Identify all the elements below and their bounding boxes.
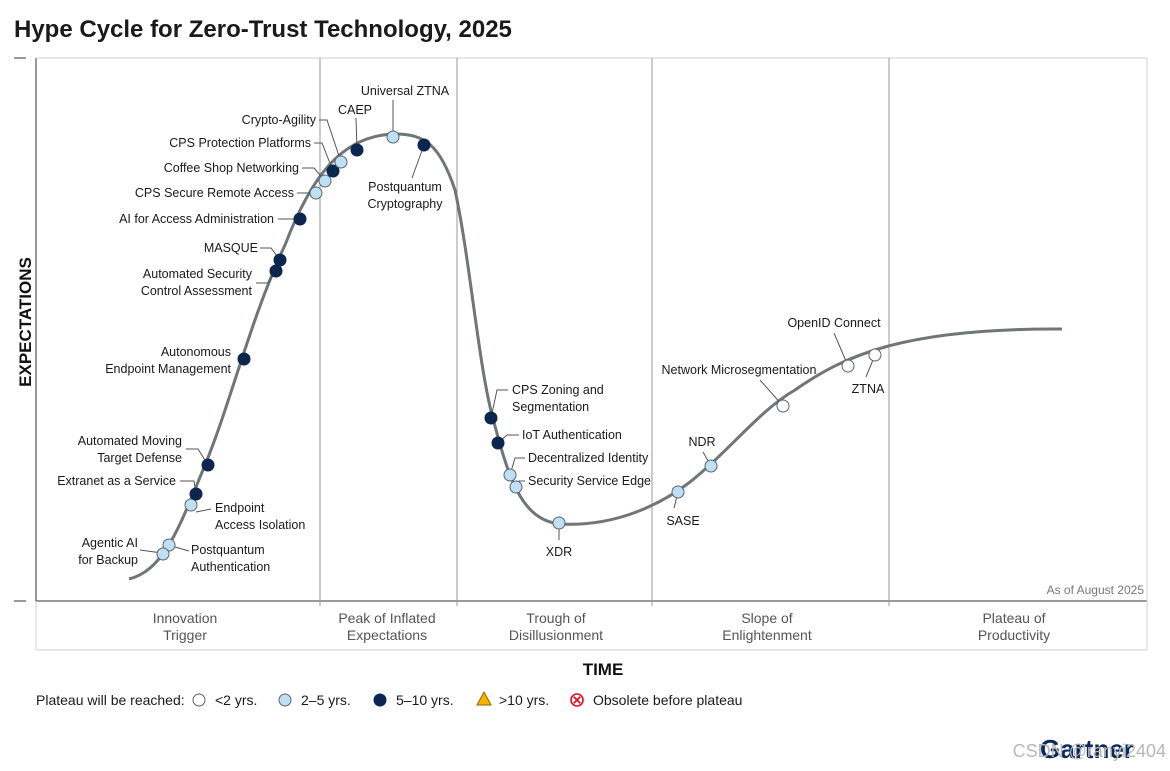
technology-label: Segmentation — [512, 400, 589, 414]
label-leader-line — [319, 119, 342, 163]
technology-marker — [509, 480, 523, 494]
technology-label: Crypto-Agility — [242, 113, 317, 127]
technology-marker — [309, 186, 323, 200]
technology-label: OpenID Connect — [787, 316, 881, 330]
as-of-note: As of August 2025 — [1047, 583, 1145, 597]
phase-label: Productivity — [978, 627, 1050, 643]
technology-label: CPS Zoning and — [512, 383, 604, 397]
legend-circle-icon — [192, 693, 206, 707]
label-leader-line — [195, 508, 212, 513]
legend-title: Plateau will be reached: — [36, 692, 185, 708]
technology-label: for Backup — [78, 553, 138, 567]
technology-label: Endpoint — [215, 501, 265, 515]
technology-label: MASQUE — [204, 241, 258, 255]
technology-markers — [156, 130, 882, 561]
legend-triangle-icon — [476, 690, 492, 706]
technology-label: Decentralized Identity — [528, 451, 649, 465]
technology-label: Autonomous — [161, 345, 231, 359]
technology-marker — [491, 436, 505, 450]
technology-label: NDR — [688, 435, 715, 449]
legend-obsolete-icon — [570, 693, 584, 707]
hype-curve — [128, 132, 1063, 581]
technology-label: SASE — [666, 514, 699, 528]
technology-label: IoT Authentication — [522, 428, 622, 442]
phase-dividers — [319, 58, 890, 606]
technology-label: CPS Secure Remote Access — [135, 186, 294, 200]
y-axis-title: EXPECTATIONS — [16, 257, 35, 387]
phase-label: Innovation — [153, 610, 218, 626]
legend-circle-icon — [373, 693, 387, 707]
label-leader-line — [490, 389, 508, 419]
technology-marker — [704, 459, 718, 473]
chart-title: Hype Cycle for Zero-Trust Technology, 20… — [14, 16, 512, 43]
technology-marker — [841, 359, 855, 373]
phase-labels: Innovation Trigger Peak of Inflated Expe… — [153, 610, 1050, 643]
technology-marker — [237, 352, 251, 366]
legend-label: Obsolete before plateau — [593, 692, 742, 708]
technology-marker — [156, 547, 170, 561]
legend-label: >10 yrs. — [499, 692, 549, 708]
phase-label: Trigger — [163, 627, 207, 643]
technology-marker — [776, 399, 790, 413]
technology-marker — [269, 264, 283, 278]
technology-label: Target Defense — [97, 451, 182, 465]
technology-label: Automated Security — [143, 267, 253, 281]
technology-label: Security Service Edge — [528, 474, 651, 488]
phase-label: Plateau of — [982, 610, 1045, 626]
phase-label: Slope of — [741, 610, 792, 626]
technology-labels: Agentic AI for Backup Postquantum Authentic… — [57, 84, 885, 574]
technology-label: Automated Moving — [78, 434, 182, 448]
phase-label: Peak of Inflated — [338, 610, 435, 626]
technology-marker — [184, 498, 198, 512]
technology-label: Coffee Shop Networking — [164, 161, 299, 175]
technology-label: CAEP — [338, 103, 372, 117]
phase-label: Trough of — [526, 610, 586, 626]
technology-marker — [671, 485, 685, 499]
technology-label: Postquantum — [368, 180, 442, 194]
technology-marker — [273, 253, 287, 267]
technology-label: Extranet as a Service — [57, 474, 176, 488]
technology-marker — [386, 130, 400, 144]
x-axis-title: TIME — [583, 660, 624, 679]
technology-label: XDR — [546, 545, 572, 559]
legend: Plateau will be reached: <2 yrs. 2–5 yrs… — [36, 690, 742, 708]
technology-marker — [318, 174, 332, 188]
technology-label: Authentication — [191, 560, 270, 574]
technology-marker — [293, 212, 307, 226]
technology-label: Postquantum — [191, 543, 265, 557]
technology-marker — [326, 164, 340, 178]
technology-label: Network Microsegmentation — [662, 363, 817, 377]
technology-label: Universal ZTNA — [361, 84, 450, 98]
technology-marker — [417, 138, 431, 152]
label-leader-line — [314, 142, 334, 172]
legend-label: 2–5 yrs. — [301, 692, 351, 708]
watermark: CSDN @ranyi2404 — [1013, 741, 1166, 761]
technology-label: CPS Protection Platforms — [169, 136, 311, 150]
legend-label: 5–10 yrs. — [396, 692, 454, 708]
technology-marker — [162, 538, 176, 552]
technology-marker — [201, 458, 215, 472]
technology-marker — [503, 468, 517, 482]
technology-label: AI for Access Administration — [119, 212, 274, 226]
technology-marker — [484, 411, 498, 425]
technology-label: Cryptography — [367, 197, 443, 211]
phase-label: Enlightenment — [722, 627, 812, 643]
technology-marker — [189, 487, 203, 501]
phase-label: Expectations — [347, 627, 427, 643]
technology-marker — [350, 143, 364, 157]
legend-symbols — [192, 690, 584, 707]
gartner-logo: Gartner — [1040, 734, 1134, 764]
legend-label: <2 yrs. — [215, 692, 257, 708]
technology-label: Control Assessment — [141, 284, 253, 298]
technology-label: Access Isolation — [215, 518, 305, 532]
phase-label: Disillusionment — [509, 627, 603, 643]
technology-marker — [868, 348, 882, 362]
technology-label: Agentic AI — [82, 536, 138, 550]
technology-marker — [334, 155, 348, 169]
technology-marker — [552, 516, 566, 530]
technology-label: ZTNA — [852, 382, 885, 396]
legend-circle-icon — [278, 693, 292, 707]
technology-label: Endpoint Management — [105, 362, 231, 376]
